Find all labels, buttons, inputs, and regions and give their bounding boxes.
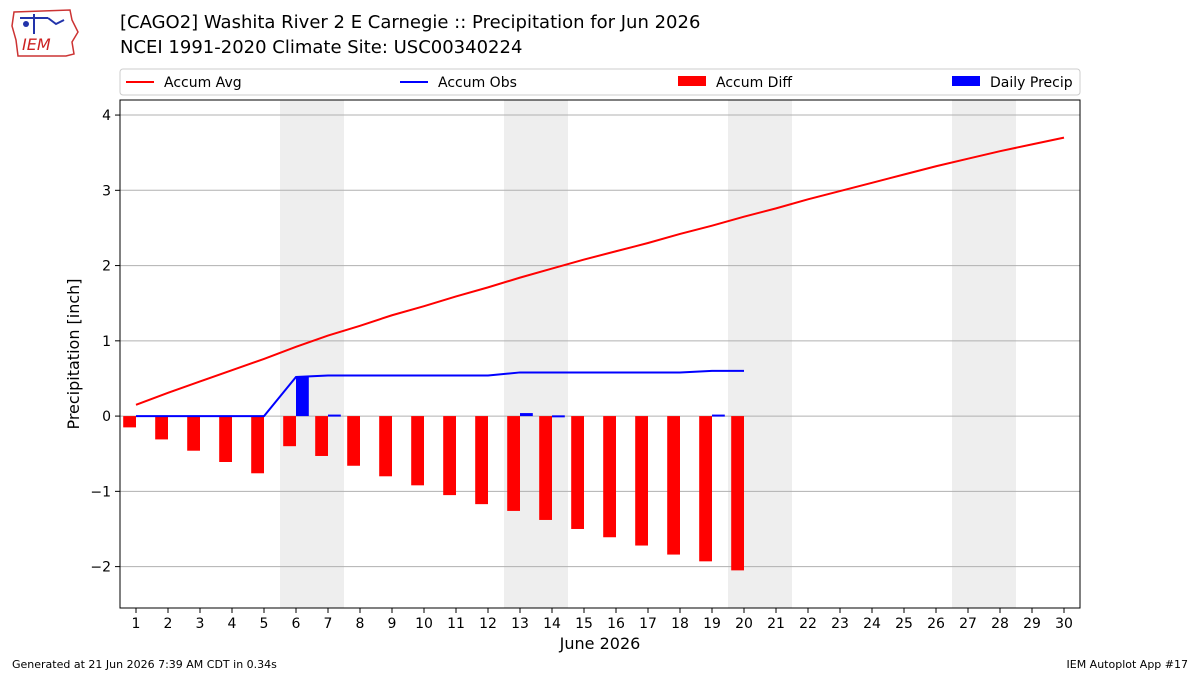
x-tick-label: 1 — [132, 616, 141, 632]
accum-diff-bar — [475, 416, 488, 505]
legend-swatch-accum-diff — [678, 76, 706, 86]
daily-precip-bar — [328, 414, 341, 417]
daily-precip-bar — [712, 414, 725, 417]
accum-diff-bar — [347, 416, 360, 466]
legend-label-accum-diff: Accum Diff — [716, 75, 792, 91]
footer-generated: Generated at 21 Jun 2026 7:39 AM CDT in … — [12, 658, 277, 671]
x-tick-label: 2 — [164, 616, 173, 632]
accum-diff-bar — [731, 416, 744, 571]
y-tick-label: 2 — [102, 259, 111, 275]
x-tick-label: 16 — [607, 616, 625, 632]
x-tick-label: 27 — [959, 616, 977, 632]
x-tick-label: 11 — [447, 616, 465, 632]
accum-diff-bar — [123, 416, 136, 428]
legend: Accum Avg Accum Obs Accum Diff Daily Precip — [119, 68, 1081, 96]
x-tick-label: 9 — [388, 616, 397, 632]
y-tick-label: 3 — [102, 183, 111, 199]
x-tick-label: 17 — [639, 616, 657, 632]
legend-box — [119, 68, 1081, 96]
legend-label-accum-obs: Accum Obs — [438, 75, 517, 91]
x-tick-label: 13 — [511, 616, 529, 632]
accum-avg-line — [135, 136, 1065, 406]
daily-precip-bar — [296, 376, 309, 417]
iem-logo-text: IEM — [22, 35, 51, 54]
accum-diff-bar — [379, 416, 392, 477]
x-axis-label: June 2026 — [559, 634, 641, 653]
x-tick-label: 25 — [895, 616, 913, 632]
x-tick-label: 7 — [324, 616, 333, 632]
plot-frame — [119, 99, 1081, 609]
accum-diff-bar — [539, 416, 552, 520]
accum-diff-bar — [411, 416, 424, 486]
x-tick-label: 30 — [1055, 616, 1073, 632]
weekend-shade — [504, 100, 568, 608]
daily-precip-bar — [520, 413, 533, 417]
y-tick-label: 0 — [102, 409, 111, 425]
x-tick-label: 6 — [292, 616, 301, 632]
x-tick-label: 10 — [415, 616, 433, 632]
y-tick-label: 1 — [102, 334, 111, 350]
x-tick-label: 5 — [260, 616, 269, 632]
accum-obs-line — [136, 369, 744, 418]
x-tick-label: 20 — [735, 616, 753, 632]
x-tick-label: 3 — [196, 616, 205, 632]
x-tick-label: 19 — [703, 616, 721, 632]
chart-title: [CAGO2] Washita River 2 E Carnegie :: Pr… — [120, 12, 701, 33]
x-tick-label: 22 — [799, 616, 817, 632]
y-axis-label: Precipitation [inch] — [64, 278, 83, 429]
weekend-shade — [952, 100, 1016, 608]
x-tick-label: 29 — [1023, 616, 1041, 632]
accum-diff-bar — [187, 416, 200, 451]
x-tick-label: 8 — [356, 616, 365, 632]
accum-diff-bar — [667, 416, 680, 555]
x-tick-label: 26 — [927, 616, 945, 632]
daily-precip-bar — [552, 415, 565, 418]
footer-app: IEM Autoplot App #17 — [1066, 658, 1189, 671]
iem-logo: IEM — [11, 9, 79, 57]
legend-label-accum-avg: Accum Avg — [164, 75, 242, 91]
accum-diff-bar — [219, 416, 232, 462]
y-tick-label: −2 — [90, 560, 111, 576]
legend-label-daily-precip: Daily Precip — [990, 75, 1073, 91]
accum-diff-bar — [251, 416, 264, 474]
x-tick-label: 4 — [228, 616, 237, 632]
accum-diff-bar — [283, 416, 296, 447]
x-tick-label: 12 — [479, 616, 497, 632]
y-tick-label: 4 — [102, 108, 111, 124]
accum-diff-bar — [315, 416, 328, 456]
accum-diff-bar — [603, 416, 616, 538]
accum-diff-bar — [571, 416, 584, 529]
accum-diff-bar — [155, 416, 168, 440]
accum-diff-bar — [507, 416, 520, 511]
x-tick-label: 28 — [991, 616, 1009, 632]
legend-swatch-daily-precip — [952, 76, 980, 86]
x-tick-label: 18 — [671, 616, 689, 632]
x-tick-label: 23 — [831, 616, 849, 632]
chart-subtitle: NCEI 1991-2020 Climate Site: USC00340224 — [120, 37, 523, 58]
x-tick-label: 21 — [767, 616, 785, 632]
accum-diff-bar — [443, 416, 456, 496]
x-tick-label: 14 — [543, 616, 561, 632]
x-tick-label: 24 — [863, 616, 881, 632]
weekend-shade — [280, 100, 344, 608]
accum-diff-bar — [635, 416, 648, 546]
y-tick-label: −1 — [90, 484, 111, 500]
x-tick-label: 15 — [575, 616, 593, 632]
accum-diff-bar — [699, 416, 712, 562]
